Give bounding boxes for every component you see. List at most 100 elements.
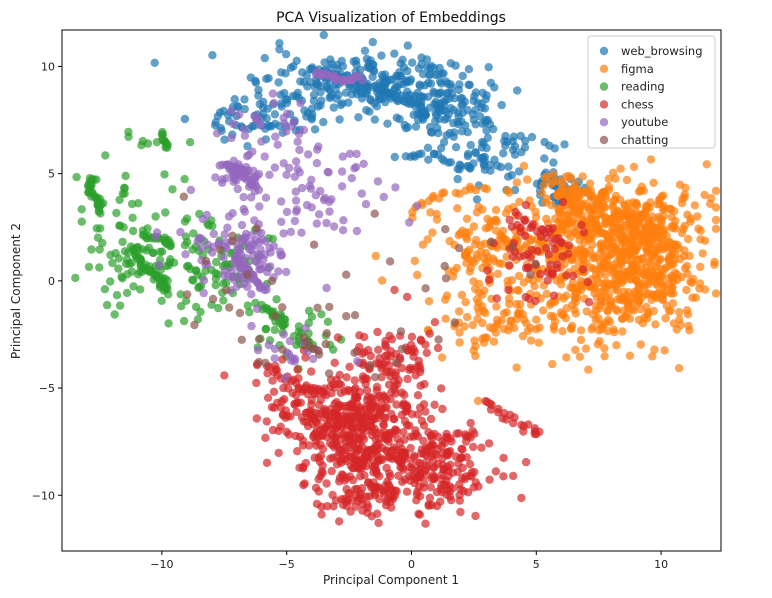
- scatter-point: [333, 333, 343, 342]
- scatter-point: [270, 110, 280, 119]
- legend-label: youtube: [621, 115, 668, 129]
- scatter-point: [240, 131, 250, 140]
- scatter-point: [243, 282, 252, 292]
- scatter-point: [440, 465, 449, 474]
- scatter-point: [514, 167, 524, 176]
- scatter-point: [499, 453, 508, 463]
- scatter-point: [437, 481, 446, 490]
- scatter-point: [379, 192, 388, 202]
- scatter-point: [678, 194, 687, 203]
- scatter-point: [568, 300, 577, 310]
- scatter-point: [366, 405, 375, 414]
- scatter-point: [471, 511, 480, 521]
- scatter-point: [261, 193, 271, 202]
- scatter-point: [581, 344, 591, 353]
- scatter-point: [277, 197, 286, 206]
- scatter-point: [436, 497, 445, 506]
- scatter-point: [409, 451, 419, 460]
- scatter-point: [611, 305, 620, 314]
- scatter-point: [542, 289, 551, 298]
- scatter-point: [537, 189, 547, 198]
- scatter-point: [648, 212, 657, 221]
- x-tick-label: 5: [533, 558, 540, 571]
- legend-marker: [599, 135, 609, 145]
- scatter-point: [247, 321, 256, 331]
- scatter-point: [191, 266, 201, 275]
- scatter-point: [239, 204, 248, 214]
- x-axis-label: Principal Component 1: [323, 573, 459, 587]
- scatter-point: [267, 403, 277, 412]
- scatter-point: [276, 90, 285, 99]
- scatter-point: [186, 185, 196, 195]
- scatter-point: [294, 129, 304, 139]
- scatter-point: [439, 97, 448, 106]
- scatter-point: [501, 141, 510, 150]
- scatter-point: [609, 325, 618, 334]
- scatter-point: [350, 376, 359, 385]
- scatter-point: [202, 210, 211, 220]
- scatter-point: [247, 231, 256, 240]
- scatter-point: [460, 322, 469, 331]
- scatter-point: [543, 233, 552, 242]
- scatter-point: [296, 99, 305, 108]
- scatter-point: [410, 256, 419, 266]
- scatter-point: [324, 369, 334, 378]
- scatter-point: [456, 507, 465, 517]
- scatter-point: [666, 306, 675, 315]
- scatter-point: [307, 395, 316, 405]
- scatter-point: [110, 310, 119, 319]
- scatter-point: [274, 78, 283, 87]
- scatter-point: [512, 363, 521, 372]
- scatter-point: [270, 344, 280, 354]
- scatter-point: [414, 64, 424, 73]
- scatter-point: [312, 441, 321, 450]
- scatter-point: [424, 297, 434, 306]
- scatter-point: [434, 128, 443, 138]
- scatter-point: [589, 206, 599, 215]
- scatter-point: [668, 273, 677, 283]
- scatter-point: [254, 357, 264, 367]
- scatter-point: [668, 283, 677, 292]
- scatter-point: [685, 251, 694, 261]
- scatter-point: [284, 163, 294, 173]
- scatter-point: [474, 279, 484, 289]
- scatter-point: [379, 420, 388, 429]
- scatter-point: [682, 285, 691, 295]
- scatter-point: [227, 133, 236, 143]
- scatter-point: [189, 276, 198, 285]
- scatter-point: [584, 297, 594, 307]
- scatter-point: [398, 55, 407, 64]
- scatter-point: [223, 223, 232, 232]
- scatter-point: [370, 115, 379, 124]
- scatter-point: [540, 154, 549, 163]
- scatter-point: [218, 178, 227, 187]
- y-axis: −10 −5 0 5 10: [32, 60, 62, 502]
- scatter-point: [683, 269, 692, 278]
- scatter-point: [252, 414, 261, 423]
- scatter-point: [510, 413, 519, 422]
- scatter-point: [447, 83, 456, 92]
- scatter-point: [493, 269, 503, 279]
- scatter-point: [583, 278, 592, 287]
- scatter-point: [437, 384, 446, 393]
- scatter-point: [432, 100, 441, 110]
- scatter-point: [247, 290, 256, 299]
- scatter-point: [604, 185, 614, 195]
- scatter-point: [260, 53, 269, 63]
- scatter-point: [333, 441, 342, 450]
- scatter-point: [377, 51, 386, 60]
- scatter-point: [179, 192, 188, 201]
- scatter-point: [134, 199, 143, 208]
- scatter-point: [244, 150, 254, 159]
- scatter-point: [352, 60, 361, 69]
- scatter-point: [550, 144, 559, 153]
- scatter-point: [629, 162, 639, 171]
- scatter-point: [487, 237, 496, 246]
- scatter-point: [312, 79, 321, 89]
- scatter-point: [432, 209, 441, 219]
- scatter-point: [254, 91, 263, 100]
- scatter-point: [281, 69, 290, 78]
- scatter-point: [292, 56, 301, 65]
- scatter-point: [522, 319, 531, 328]
- scatter-point: [660, 346, 669, 355]
